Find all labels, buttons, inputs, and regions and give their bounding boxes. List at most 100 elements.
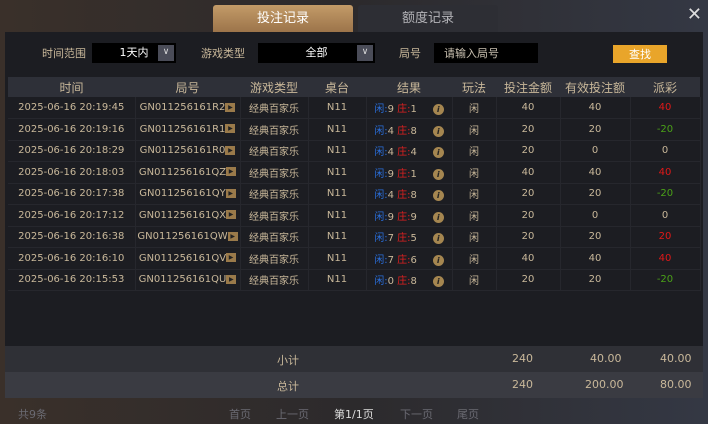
info-icon[interactable]: i xyxy=(432,276,444,288)
payout-cell: 0 xyxy=(630,204,701,227)
last-page-link[interactable]: 尾页 xyxy=(457,408,479,421)
player-label: 闲: xyxy=(374,276,388,288)
bet-type-cell: 闲 xyxy=(452,97,497,119)
result-cell: 闲:7 庄:6 i xyxy=(366,247,453,270)
next-page-link[interactable]: 下一页 xyxy=(400,408,433,421)
tab-credit-records[interactable]: 额度记录 xyxy=(358,5,498,32)
records-panel: 时间范围 1天内∨ 游戏类型 全部∨ 局号 查找 时间局号游戏类型桌台结果玩法投… xyxy=(5,32,703,398)
game-type-cell: 经典百家乐 xyxy=(240,118,309,141)
payout-cell: -20 xyxy=(630,118,701,141)
player-score: 9 xyxy=(387,211,394,223)
round-id: GN011256161R2 xyxy=(139,102,226,113)
bet-type-cell: 闲 xyxy=(452,118,497,141)
result-cell: 闲:7 庄:5 i xyxy=(366,226,453,248)
close-icon[interactable]: ✕ xyxy=(686,4,702,25)
game-type-cell: 经典百家乐 xyxy=(240,269,309,291)
game-type-value: 全部 xyxy=(305,46,328,59)
play-replay-icon[interactable]: ▶ xyxy=(227,231,238,241)
payout-cell: 20 xyxy=(630,226,701,248)
valid-bet-cell: 0 xyxy=(560,140,631,162)
info-icon[interactable]: i xyxy=(432,211,444,223)
round-cell: GN011256161QZ ▶ xyxy=(135,161,241,184)
banker-score: 8 xyxy=(410,125,417,137)
column-header: 有效投注额 xyxy=(560,77,630,97)
time-cell: 2025-06-16 20:16:38 xyxy=(8,226,136,248)
round-cell: GN011256161QW ▶ xyxy=(135,226,241,248)
bet-amount-cell: 20 xyxy=(496,204,561,227)
valid-bet-cell: 0 xyxy=(560,204,631,227)
table-row: 2025-06-16 20:18:03 GN011256161QZ ▶ 经典百家乐… xyxy=(8,161,701,184)
play-replay-icon[interactable]: ▶ xyxy=(226,167,237,177)
table-cell: N11 xyxy=(308,97,367,119)
time-range-select[interactable]: 1天内 ∨ xyxy=(92,43,176,63)
info-icon[interactable]: i xyxy=(432,254,444,266)
player-label: 闲: xyxy=(374,147,388,159)
play-replay-icon[interactable]: ▶ xyxy=(225,145,236,155)
time-cell: 2025-06-16 20:19:16 xyxy=(8,118,136,141)
play-replay-icon[interactable]: ▶ xyxy=(226,253,237,263)
first-page-link[interactable]: 首页 xyxy=(229,408,251,421)
info-icon[interactable]: i xyxy=(432,104,444,115)
bet-amount-cell: 40 xyxy=(496,97,561,119)
subtotal-payout: 40.00 xyxy=(660,352,692,365)
player-label: 闲: xyxy=(374,254,388,266)
player-score: 4 xyxy=(387,125,394,137)
banker-label: 庄: xyxy=(397,276,411,288)
search-button[interactable]: 查找 xyxy=(613,45,667,63)
play-replay-icon[interactable]: ▶ xyxy=(225,124,236,134)
banker-label: 庄: xyxy=(397,104,411,115)
play-replay-icon[interactable]: ▶ xyxy=(225,188,236,198)
table-row: 2025-06-16 20:19:45 GN011256161R2 ▶ 经典百家乐… xyxy=(8,97,701,119)
column-header: 局号 xyxy=(135,77,240,97)
banker-score: 1 xyxy=(410,104,417,115)
round-cell: GN011256161R2 ▶ xyxy=(135,97,241,119)
table-cell: N11 xyxy=(308,269,367,291)
current-page: 第1/1页 xyxy=(334,408,374,421)
info-icon[interactable]: i xyxy=(432,168,444,180)
valid-bet-cell: 20 xyxy=(560,226,631,248)
result-cell: 闲:4 庄:4 i xyxy=(366,140,453,162)
banker-label: 庄: xyxy=(397,211,411,223)
player-label: 闲: xyxy=(374,190,388,202)
subtotal-label: 小计 xyxy=(277,354,299,367)
banker-score: 6 xyxy=(410,254,417,266)
tab-bet-records[interactable]: 投注记录 xyxy=(213,5,353,32)
chevron-down-icon[interactable]: ∨ xyxy=(357,45,373,61)
play-replay-icon[interactable]: ▶ xyxy=(226,274,237,284)
table-row: 2025-06-16 20:16:38 GN011256161QW ▶ 经典百家乐… xyxy=(8,226,701,248)
game-type-cell: 经典百家乐 xyxy=(240,226,309,248)
total-label: 总计 xyxy=(277,380,299,393)
player-score: 0 xyxy=(387,276,394,288)
column-header: 派彩 xyxy=(630,77,700,97)
prev-page-link[interactable]: 上一页 xyxy=(276,408,309,421)
result-cell: 闲:9 庄:1 i xyxy=(366,161,453,184)
bet-amount-cell: 20 xyxy=(496,226,561,248)
round-id: GN011256161QZ xyxy=(138,166,227,178)
round-cell: GN011256161QV ▶ xyxy=(135,247,241,270)
play-replay-icon[interactable]: ▶ xyxy=(225,102,236,112)
chevron-down-icon[interactable]: ∨ xyxy=(158,45,174,61)
player-label: 闲: xyxy=(374,125,388,137)
time-cell: 2025-06-16 20:17:12 xyxy=(8,204,136,227)
table-row: 2025-06-16 20:18:29 GN011256161R0 ▶ 经典百家乐… xyxy=(8,140,701,162)
bet-type-cell: 闲 xyxy=(452,204,497,227)
time-range-label: 时间范围 xyxy=(42,47,86,60)
round-input[interactable] xyxy=(434,43,538,63)
valid-bet-cell: 40 xyxy=(560,161,631,184)
round-id: GN011256161QY xyxy=(139,188,226,200)
table-cell: N11 xyxy=(308,140,367,162)
info-icon[interactable]: i xyxy=(432,233,444,245)
column-header: 桌台 xyxy=(308,77,366,97)
game-type-select[interactable]: 全部 ∨ xyxy=(258,43,375,63)
table-cell: N11 xyxy=(308,247,367,270)
play-replay-icon[interactable]: ▶ xyxy=(226,210,237,220)
info-icon[interactable]: i xyxy=(432,147,444,159)
player-label: 闲: xyxy=(374,104,388,115)
banker-score: 1 xyxy=(410,168,417,180)
time-range-value: 1天内 xyxy=(119,46,149,59)
time-cell: 2025-06-16 20:16:10 xyxy=(8,247,136,270)
bet-amount-cell: 20 xyxy=(496,140,561,162)
info-icon[interactable]: i xyxy=(432,125,444,137)
time-cell: 2025-06-16 20:15:53 xyxy=(8,269,136,291)
info-icon[interactable]: i xyxy=(432,190,444,202)
